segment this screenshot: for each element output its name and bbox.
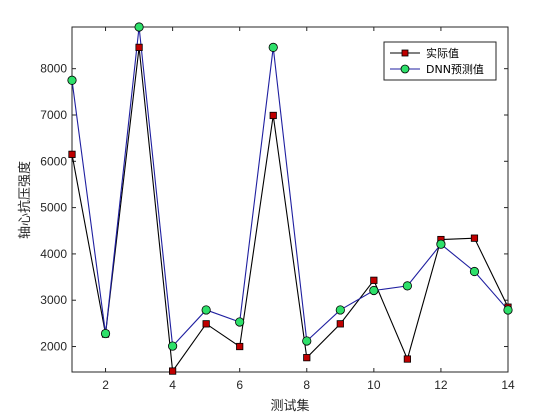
point-actual [336, 320, 344, 328]
x-tick-label: 14 [501, 378, 515, 392]
series-line-1 [71, 26, 509, 348]
point-actual [236, 342, 244, 351]
y-tick-label: 4000 [40, 247, 67, 261]
point-actual [202, 320, 210, 328]
series-lines [71, 26, 509, 373]
point-actual [303, 354, 311, 362]
y-axis-title: 轴心抗压强度 [17, 161, 33, 239]
point-dnn [268, 42, 278, 52]
point-dnn [134, 22, 144, 32]
x-tick-label: 6 [236, 378, 243, 392]
legend-label-dnn: DNN预测值 [426, 63, 484, 76]
x-tick-label: 4 [169, 378, 176, 392]
point-dnn [335, 305, 345, 315]
point-dnn [67, 75, 77, 85]
point-dnn [302, 336, 312, 346]
point-dnn [469, 266, 480, 277]
legend-box [383, 41, 497, 81]
y-axis-ticks: 2000 3000 4000 5000 6000 7000 8000 [40, 62, 508, 354]
point-dnn [436, 239, 446, 249]
point-actual [135, 43, 143, 51]
x-axis-ticks: 2 4 6 8 10 12 14 [102, 27, 515, 392]
point-actual [403, 355, 411, 363]
x-tick-label: 8 [303, 378, 310, 392]
point-dnn [100, 328, 111, 339]
y-tick-label: 2000 [40, 340, 67, 354]
series-line-0 [71, 47, 509, 373]
x-axis-title: 测试集 [270, 398, 309, 414]
y-tick-label: 6000 [40, 154, 67, 168]
point-dnn [369, 285, 379, 296]
legend: 实际值 DNN预测值 [383, 41, 497, 81]
y-tick-label: 3000 [40, 293, 67, 307]
point-actual [269, 111, 277, 120]
legend-label-actual: 实际值 [426, 46, 459, 60]
legend-marker-dnn [400, 64, 410, 74]
point-actual [68, 150, 76, 158]
point-dnn [235, 317, 245, 327]
legend-marker-actual [401, 49, 409, 57]
point-actual [470, 234, 479, 242]
x-tick-label: 10 [367, 378, 381, 392]
point-dnn [201, 305, 211, 315]
point-actual [370, 276, 378, 284]
point-dnn [503, 305, 513, 315]
y-tick-label: 7000 [40, 108, 67, 122]
y-tick-label: 8000 [40, 62, 67, 76]
y-tick-label: 5000 [40, 201, 67, 215]
x-tick-label: 2 [102, 378, 109, 392]
point-dnn [168, 341, 178, 351]
series-markers [67, 22, 513, 375]
point-actual [169, 367, 177, 375]
point-dnn [402, 281, 412, 291]
x-tick-label: 12 [434, 378, 448, 392]
